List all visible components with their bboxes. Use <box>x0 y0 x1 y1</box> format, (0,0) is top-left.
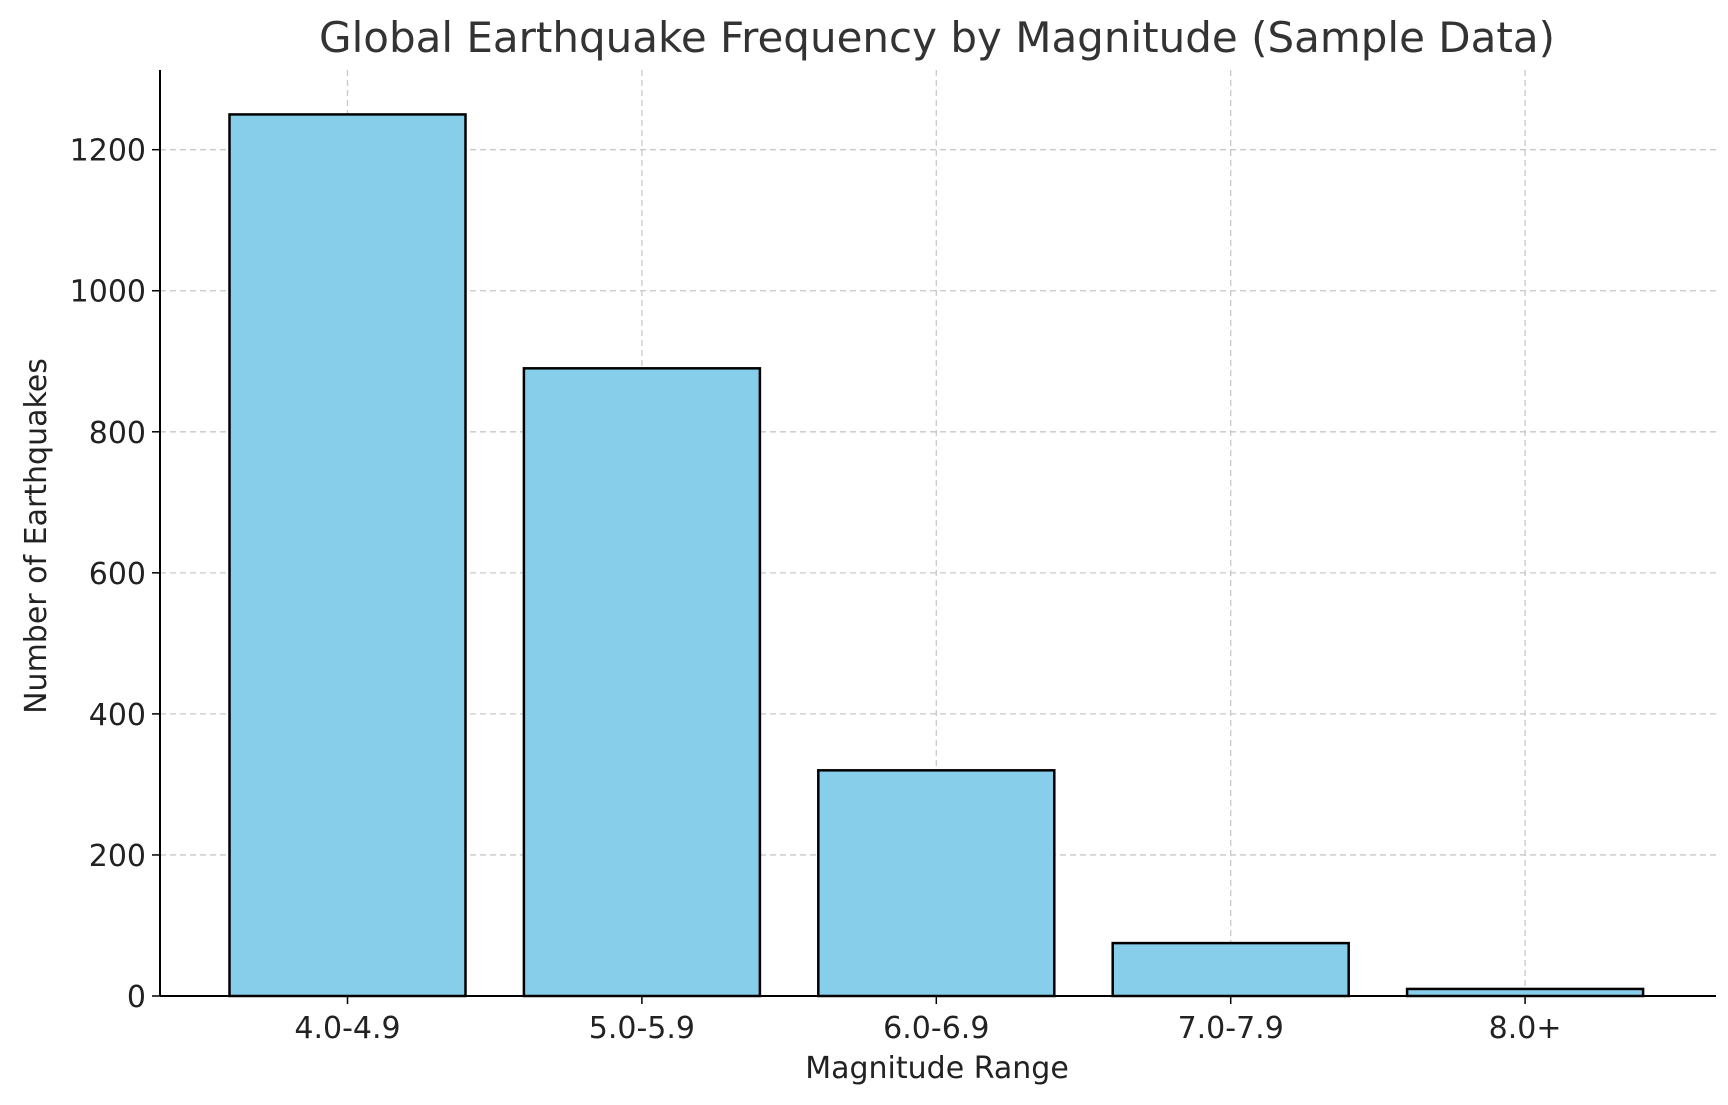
bar-8.0+ <box>1405 987 1645 998</box>
bar-5.0-5.9 <box>522 367 762 998</box>
y-tick-label: 200 <box>89 839 146 874</box>
x-axis-label: Magnitude Range <box>805 1051 1069 1086</box>
bar-4.0-4.9 <box>228 113 467 998</box>
x-tick-label: 5.0-5.9 <box>589 1011 695 1046</box>
axes <box>152 70 1716 1004</box>
x-tick-label: 8.0+ <box>1489 1011 1562 1046</box>
y-tick-label: 800 <box>89 416 146 451</box>
y-tick-label: 1000 <box>70 275 146 310</box>
bar-7.0-7.9 <box>1111 941 1350 998</box>
y-tick-label: 600 <box>89 557 146 592</box>
tick-labels: 0 200 400 600 800 1000 1200 4.0-4.9 5.0-5.9 6.0-6… <box>70 134 1562 1046</box>
y-tick-label: 0 <box>127 980 146 1015</box>
x-tick-label: 7.0-7.9 <box>1178 1011 1284 1046</box>
y-axis-label: Number of Earthquakes <box>19 358 54 714</box>
x-tick-label: 4.0-4.9 <box>294 1011 400 1046</box>
bar-6.0-6.9 <box>817 769 1056 998</box>
x-tick-label: 6.0-6.9 <box>883 1011 989 1046</box>
chart-title: Global Earthquake Frequency by Magnitude… <box>319 13 1555 62</box>
bars <box>228 113 1645 998</box>
y-tick-label: 400 <box>89 698 146 733</box>
y-tick-label: 1200 <box>70 134 146 169</box>
